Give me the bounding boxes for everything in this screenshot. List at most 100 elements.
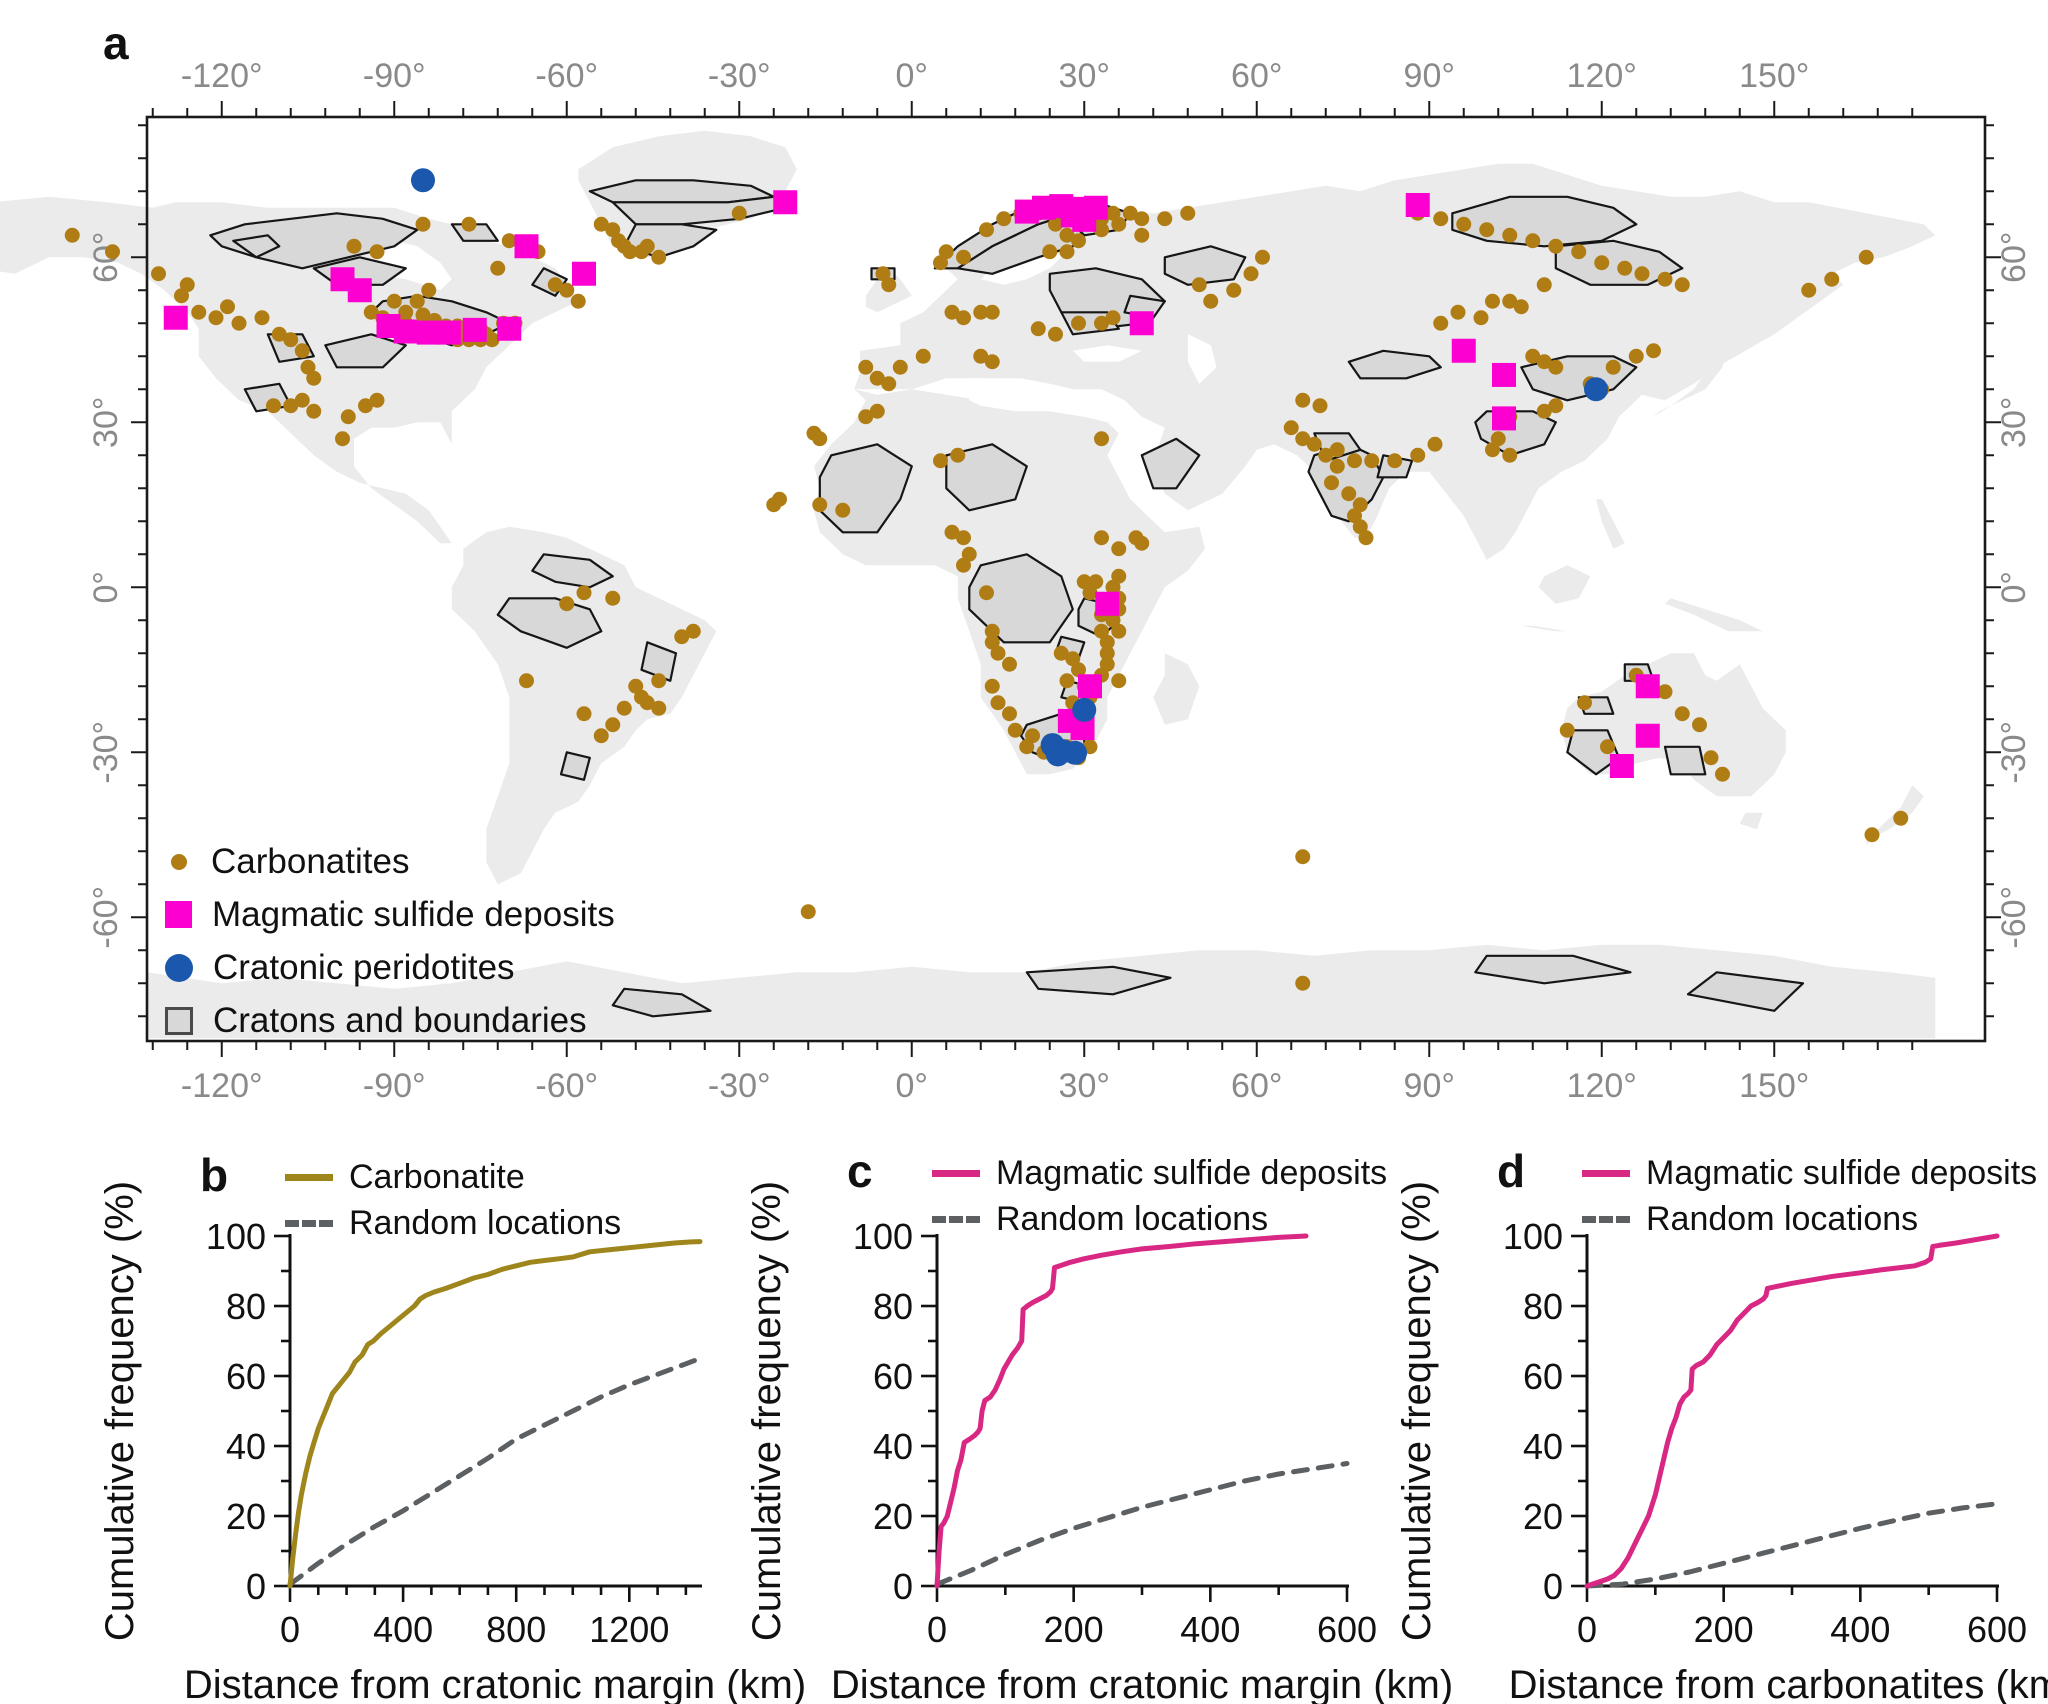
map-legend: Carbonatites Magmatic sulfide deposits C…	[165, 835, 615, 1047]
svg-text:400: 400	[1180, 1609, 1240, 1650]
panel-d-label: d	[1497, 1145, 1526, 1197]
svg-text:30°: 30°	[1059, 1067, 1110, 1105]
svg-text:0°: 0°	[1995, 571, 2033, 604]
svg-text:20: 20	[226, 1496, 266, 1537]
chart-d-cumulative-frequency: 0 20 40 60 80 100 0 200 400 600 Cumulative frequen…	[1395, 1181, 2048, 1704]
legend-label: Random locations	[1646, 1199, 1919, 1238]
panel-c: c Magmatic sulfide deposits Random locat…	[742, 1145, 1453, 1704]
carbonatite-dot-icon	[171, 853, 187, 870]
random-line-icon	[285, 1219, 333, 1227]
axes	[288, 1234, 702, 1588]
svg-text:60°: 60°	[87, 232, 125, 283]
panel-d-legend: Magmatic sulfide deposits Random locatio…	[1582, 1150, 2037, 1242]
series-random-locations	[934, 1461, 1350, 1587]
y-axis-title: Cumulative frequency (%)	[98, 1181, 142, 1641]
svg-text:150°: 150°	[1739, 57, 1809, 95]
tick-marks	[1571, 1234, 1999, 1602]
legend-label: Random locations	[349, 1203, 622, 1242]
tick-labels: 0 20 40 60 80 100 0 200 400 600	[1503, 1216, 2027, 1650]
svg-text:90°: 90°	[1404, 1067, 1455, 1105]
svg-text:-30°: -30°	[1995, 721, 2033, 784]
legend-label: Cratonic peridotites	[213, 947, 515, 987]
cratonic-peridotite-points	[411, 168, 1608, 767]
craton-box-icon	[165, 1006, 193, 1035]
svg-text:150°: 150°	[1739, 1067, 1809, 1105]
random-line-icon	[932, 1215, 980, 1223]
map-ticks	[131, 101, 2001, 1057]
legend-item: Magmatic sulfide deposits	[932, 1150, 1387, 1196]
svg-text:80: 80	[226, 1286, 266, 1327]
svg-text:30°: 30°	[1995, 397, 2033, 448]
x-axis-title: Distance from cratonic margin (km)	[184, 1663, 806, 1704]
x-axis-title: Distance from carbonatites (km)	[1509, 1663, 2048, 1704]
svg-text:0: 0	[246, 1566, 266, 1607]
svg-text:80: 80	[1523, 1286, 1563, 1327]
series-magmatic-sulfide-deposits	[1584, 1233, 2000, 1589]
legend-item: Random locations	[932, 1196, 1387, 1242]
tick-marks	[921, 1234, 1349, 1602]
legend-label: Carbonatite	[349, 1157, 525, 1196]
svg-text:40: 40	[1523, 1426, 1563, 1467]
svg-text:-60°: -60°	[535, 1067, 598, 1105]
peridotite-circle-icon	[165, 953, 193, 982]
svg-text:-60°: -60°	[1995, 886, 2033, 949]
svg-text:-30°: -30°	[708, 1067, 771, 1105]
svg-text:800: 800	[486, 1609, 546, 1650]
legend-item-peridotites: Cratonic peridotites	[165, 941, 615, 994]
svg-text:0°: 0°	[87, 571, 125, 604]
svg-text:60°: 60°	[1995, 232, 2033, 283]
sulfide-square-icon	[165, 901, 192, 928]
svg-text:-30°: -30°	[87, 721, 125, 784]
svg-text:-60°: -60°	[87, 886, 125, 949]
legend-item: Carbonatite	[285, 1154, 621, 1200]
series-magmatic-sulfide-deposits	[934, 1233, 1309, 1589]
svg-text:0: 0	[1577, 1609, 1597, 1650]
tick-marks	[274, 1234, 688, 1602]
svg-text:-90°: -90°	[363, 57, 426, 95]
legend-item: Magmatic sulfide deposits	[1582, 1150, 2037, 1196]
map-axis-labels: -120° -120° -90° -90° -60° -60° -30° -30° 0° 0° 30…	[87, 57, 2033, 1105]
y-axis-title: Cumulative frequency (%)	[745, 1181, 789, 1641]
legend-item-sulfide-deposits: Magmatic sulfide deposits	[165, 888, 615, 941]
svg-text:-60°: -60°	[535, 57, 598, 95]
svg-text:100: 100	[853, 1216, 913, 1257]
tick-labels: 0 20 40 60 80 100 0 200 400 600	[853, 1216, 1377, 1650]
svg-text:100: 100	[1503, 1216, 1563, 1257]
panel-c-legend: Magmatic sulfide deposits Random locatio…	[932, 1150, 1387, 1242]
svg-text:100: 100	[206, 1216, 266, 1257]
panel-b-legend: Carbonatite Random locations	[285, 1154, 621, 1246]
x-axis-title: Distance from cratonic margin (km)	[831, 1663, 1453, 1704]
svg-text:0°: 0°	[895, 1067, 928, 1105]
legend-label: Cratons and boundaries	[213, 1000, 587, 1040]
tick-labels: 0 20 40 60 80 100 0 400 800 1200	[206, 1216, 669, 1650]
panel-a: a -120° -120° -90° -90° -60° -60° -30° -30° 0° 0°…	[0, 17, 2045, 1125]
svg-text:40: 40	[873, 1426, 913, 1467]
svg-text:60°: 60°	[1231, 57, 1282, 95]
legend-label: Magmatic sulfide deposits	[1646, 1153, 2038, 1192]
svg-text:1200: 1200	[589, 1609, 669, 1650]
svg-text:400: 400	[373, 1609, 433, 1650]
legend-item: Random locations	[1582, 1196, 2037, 1242]
svg-text:60°: 60°	[1231, 1067, 1282, 1105]
legend-item-cratons: Cratons and boundaries	[165, 994, 615, 1047]
svg-text:200: 200	[1694, 1609, 1754, 1650]
svg-text:0°: 0°	[895, 57, 928, 95]
carbonatite-line-icon	[285, 1173, 333, 1181]
svg-text:40: 40	[226, 1426, 266, 1467]
panel-c-label: c	[847, 1145, 873, 1197]
world-map: -120° -120° -90° -90° -60° -60° -30° -30° 0° 0° 30…	[0, 57, 2033, 1105]
svg-text:0: 0	[280, 1609, 300, 1650]
svg-text:120°: 120°	[1567, 1067, 1637, 1105]
svg-text:60: 60	[873, 1356, 913, 1397]
svg-text:0: 0	[927, 1609, 947, 1650]
svg-text:-30°: -30°	[708, 57, 771, 95]
svg-text:20: 20	[873, 1496, 913, 1537]
legend-item-carbonatites: Carbonatites	[165, 835, 615, 888]
svg-text:30°: 30°	[87, 397, 125, 448]
svg-text:80: 80	[873, 1286, 913, 1327]
panel-d: d Magmatic sulfide deposits Random locat…	[1392, 1145, 2048, 1704]
series-carbonatite	[287, 1239, 703, 1589]
axes	[935, 1234, 1349, 1588]
series-random-locations	[1584, 1501, 2000, 1589]
